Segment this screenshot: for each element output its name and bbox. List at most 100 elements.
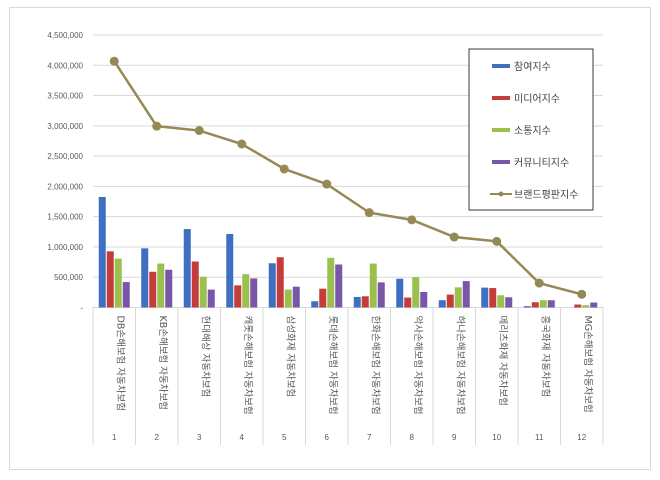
y-tick-label: 4,000,000 — [47, 61, 83, 70]
line-marker — [237, 139, 247, 149]
category-label: 캐롯손해보험 자동차보험 — [242, 316, 254, 415]
bar — [311, 301, 319, 308]
y-tick-label: 1,000,000 — [47, 243, 83, 252]
line-marker — [534, 278, 544, 288]
bar — [531, 302, 539, 308]
bar — [165, 269, 173, 308]
category-number: 5 — [282, 433, 287, 442]
line-marker — [152, 121, 162, 131]
line-marker — [364, 208, 374, 218]
bar — [497, 295, 505, 308]
bar — [106, 251, 114, 308]
y-tick-label: 4,500,000 — [47, 31, 83, 40]
legend-label: 소통지수 — [514, 125, 551, 137]
bar — [114, 258, 122, 308]
bar — [462, 281, 470, 308]
brand-reputation-line — [113, 60, 583, 296]
category-number: 6 — [325, 433, 330, 442]
category-number: 1 — [112, 433, 117, 442]
category-label: 흥국화재 자동차보험 — [539, 316, 551, 398]
category-number: 8 — [410, 433, 415, 442]
category-label: KB손해보험 자동차보험 — [157, 316, 169, 410]
bar — [250, 278, 258, 308]
bar — [234, 285, 242, 308]
bar — [404, 297, 412, 308]
legend-label: 참여지수 — [514, 61, 551, 73]
bar — [157, 263, 165, 308]
bar — [489, 288, 497, 308]
bar — [327, 257, 335, 308]
bar — [319, 288, 327, 308]
legend-swatch — [492, 96, 510, 100]
bar — [412, 277, 420, 308]
category-label: 하나손해보험 자동차보험 — [454, 316, 466, 415]
category-number: 11 — [535, 433, 544, 442]
bar — [547, 300, 555, 308]
category-label: DB손해보험 자동차보험 — [114, 316, 126, 412]
category-label: 한화손해보험 자동차보험 — [369, 316, 381, 415]
bar — [361, 296, 369, 308]
bar — [122, 282, 130, 308]
y-tick-label: 2,500,000 — [47, 152, 83, 161]
bar — [481, 287, 489, 308]
bar — [420, 291, 428, 308]
legend-box — [468, 48, 594, 211]
line-series — [109, 56, 587, 299]
bar — [242, 274, 250, 308]
bar — [335, 264, 343, 308]
category-label: 롯데손해보험 자동차보험 — [327, 316, 339, 415]
bar — [396, 278, 404, 308]
legend-label: 미디어지수 — [514, 93, 560, 105]
bar — [590, 302, 598, 308]
category-number: 3 — [197, 433, 202, 442]
bar — [523, 306, 531, 308]
bar — [284, 289, 292, 308]
y-tick-label: 3,000,000 — [47, 122, 83, 131]
y-tick-label: 500,000 — [54, 273, 83, 282]
legend-label: 브랜드평판지수 — [514, 189, 578, 201]
y-tick-label: 3,500,000 — [47, 92, 83, 101]
bar-series — [98, 196, 598, 308]
bar — [574, 304, 582, 308]
bar — [268, 263, 276, 308]
line-marker — [492, 236, 502, 246]
category-number: 2 — [155, 433, 160, 442]
category-label: MG손해보험 자동차보험 — [582, 316, 594, 413]
legend-label: 커뮤니티지수 — [514, 157, 569, 169]
line-marker — [407, 215, 417, 225]
bar — [207, 289, 215, 308]
legend-swatch — [492, 64, 510, 68]
bar — [183, 229, 191, 308]
line-marker — [577, 289, 587, 299]
bar — [446, 294, 454, 308]
line-marker — [109, 56, 119, 66]
line-marker — [449, 232, 459, 242]
bar — [292, 286, 300, 308]
bar — [505, 297, 513, 308]
bar — [149, 271, 157, 308]
line-marker — [279, 164, 289, 174]
bar — [377, 282, 385, 308]
line-marker — [194, 126, 204, 136]
bar — [276, 257, 284, 308]
bar — [539, 300, 547, 308]
line-marker — [322, 179, 332, 189]
category-number: 12 — [577, 433, 586, 442]
bar — [369, 263, 377, 308]
category-number: 4 — [240, 433, 245, 442]
bar — [98, 196, 106, 308]
category-label: 현대해상 자동차보험 — [199, 316, 211, 398]
category-number: 10 — [492, 433, 501, 442]
bar — [582, 305, 590, 308]
y-tick-label: 2,000,000 — [47, 182, 83, 191]
y-tick-label: - — [80, 304, 83, 313]
x-axis: DB손해보험 자동차보험 1 KB손해보험 자동차보험 2 현대해상 자동차보험 3 캐롯손… — [92, 307, 604, 445]
category-number: 9 — [452, 433, 457, 442]
bar — [141, 248, 149, 308]
y-tick-label: 1,500,000 — [47, 213, 83, 222]
bar — [191, 261, 199, 308]
category-label: 삼성화재 자동차보험 — [284, 316, 296, 398]
category-label: 메리츠화재 자동차보험 — [497, 316, 509, 406]
